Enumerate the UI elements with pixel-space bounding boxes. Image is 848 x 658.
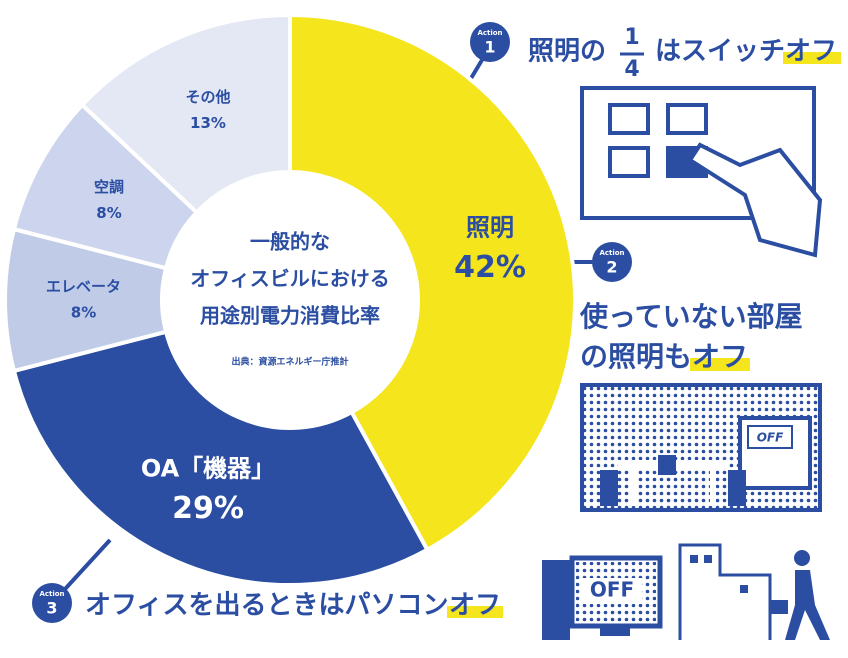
person-body [785,570,830,640]
action-text: 使っていない部屋 [579,300,803,333]
badge [592,242,632,282]
value-label: 42% [454,250,526,285]
action-highlight: オフ [692,340,748,373]
window [740,585,748,593]
window [690,555,698,563]
hand [687,142,823,258]
value-label: 8% [96,204,121,222]
action-text: はスイッチ [655,37,785,67]
value-label: 29% [172,491,244,526]
badge [32,583,72,623]
chair [728,470,746,506]
badge [470,22,510,62]
switch [608,103,650,135]
room-illustration: OFF [580,383,822,512]
window [704,555,712,563]
screen-text: OFF [590,578,634,602]
center-line: オフィスビルにおける [190,267,390,291]
action-text: 照明の [528,37,606,67]
action-text: オフィスを出るときはパソコン [85,591,448,621]
switch-illustration [580,86,823,258]
pc-tower [542,560,570,640]
wedge [11,329,431,587]
fraction-denominator: 4 [624,57,639,82]
donut-hole [164,174,416,426]
category-label: その他 [185,88,230,106]
wedge [79,12,292,216]
wedge [288,12,577,553]
category-label: 照明 [466,214,514,242]
badge-number: 2 [606,258,617,277]
badge-number: 3 [46,599,57,618]
person-head [794,550,810,566]
action-highlight: オフ [785,37,837,67]
action-1: Action 1 照明の 1 4 はスイッチ オフ [470,22,841,82]
switch [608,146,650,178]
chair [600,470,618,506]
buildings [678,543,772,640]
briefcase [770,600,788,614]
donut-chart: 照明 42% OA「機器」 29% エレベータ 8% 空調 8% その他 13% [3,12,577,587]
action-3: Action 3 オフィスを出るときはパソコン オフ [32,583,503,623]
badge-label: Action [477,29,502,37]
action-2: Action 2 使っていない部屋 の照明も オフ [579,242,803,373]
highlight [447,606,503,618]
value-label: 8% [71,304,96,322]
action-highlight: オフ [449,591,501,621]
monitor-stand [600,626,630,636]
chair [658,455,676,475]
table-leg [710,468,716,506]
action-text: の照明も [580,340,692,373]
center-line: 一般的な [250,230,330,254]
source: 出典：資源エネルギー庁推計 [231,356,348,368]
computer-illustration: OFF [542,543,830,640]
fraction-numerator: 1 [624,25,639,50]
sign [747,425,793,449]
center-line: 用途別電力消費比率 [200,304,380,328]
sign-text: OFF [757,431,784,445]
value-label: 13% [190,114,226,132]
highlight [783,52,841,64]
category-label: 空調 [94,178,124,196]
table-leg [630,468,636,506]
category-label: エレベータ [46,278,121,296]
highlight [690,358,750,371]
donut-center: 一般的な オフィスビルにおける 用途別電力消費比率 出典：資源エネルギー庁推計 [190,230,390,368]
badge-number: 1 [484,38,495,57]
screen-label-bg [582,578,642,604]
category-label: OA「機器」 [141,455,275,483]
badge-label: Action [599,249,624,257]
badge-label: Action [39,590,64,598]
switch [666,103,708,135]
